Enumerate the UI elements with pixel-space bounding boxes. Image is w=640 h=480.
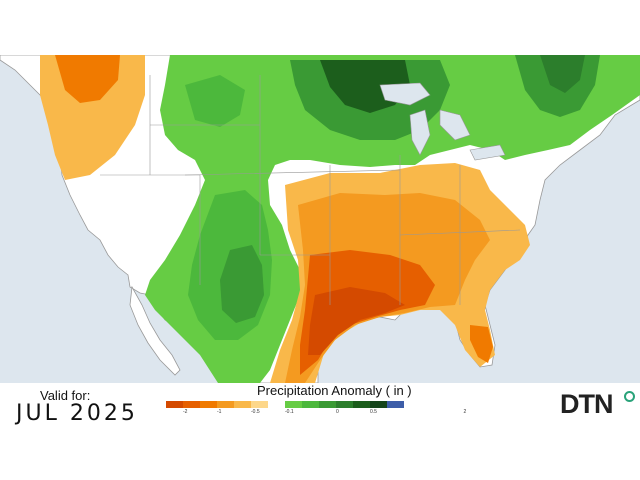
valid-for-label: Valid for: bbox=[40, 388, 91, 403]
wet-region-north bbox=[145, 55, 640, 383]
baja-peninsula bbox=[129, 285, 181, 376]
dtn-logo-mark-icon bbox=[624, 391, 635, 402]
legend-swatch bbox=[387, 401, 404, 408]
legend-color-bar bbox=[166, 401, 404, 408]
legend-tick-label: -0.1 bbox=[285, 409, 294, 415]
wet-core-northeast bbox=[540, 55, 585, 93]
legend-tick-label: 0 bbox=[336, 409, 339, 415]
dry-region-florida bbox=[470, 325, 493, 363]
legend-swatch bbox=[319, 401, 336, 408]
dry-core-texas-coast bbox=[308, 287, 405, 355]
legend-tick-label: -2 bbox=[183, 409, 188, 415]
legend-swatch bbox=[251, 401, 268, 408]
legend-swatch bbox=[268, 401, 285, 408]
state-borders bbox=[100, 75, 521, 305]
legend-ticks: -2 -1 -0.5 -0.1 0 0.5 2 bbox=[166, 409, 496, 417]
legend-tick-label: 2 bbox=[463, 409, 467, 415]
valid-date: JUL 2025 bbox=[16, 401, 138, 426]
wet-core-southwest bbox=[220, 245, 264, 323]
legend-swatch bbox=[200, 401, 217, 408]
legend-swatch bbox=[336, 401, 353, 408]
wet-region-plains bbox=[185, 75, 245, 127]
legend-swatch bbox=[370, 401, 387, 408]
legend-tick-label: -1 bbox=[217, 409, 222, 415]
legend-swatch bbox=[234, 401, 251, 408]
legend-tick-label: -0.5 bbox=[251, 409, 260, 415]
map-footer: Valid for: JUL 2025 Precipitation Anomal… bbox=[0, 383, 640, 428]
legend-title: Precipitation Anomaly ( in ) bbox=[257, 383, 412, 398]
legend-swatch bbox=[217, 401, 234, 408]
legend-tick-label: 0.5 bbox=[370, 409, 377, 415]
dtn-logo: DTN bbox=[560, 389, 613, 419]
legend-swatch bbox=[166, 401, 183, 408]
legend-swatch bbox=[302, 401, 319, 408]
precipitation-anomaly-map bbox=[0, 55, 640, 383]
legend-swatch bbox=[285, 401, 302, 408]
dry-core-northwest bbox=[55, 55, 120, 103]
legend-swatch bbox=[183, 401, 200, 408]
great-lakes bbox=[379, 82, 506, 161]
legend-swatch bbox=[353, 401, 370, 408]
